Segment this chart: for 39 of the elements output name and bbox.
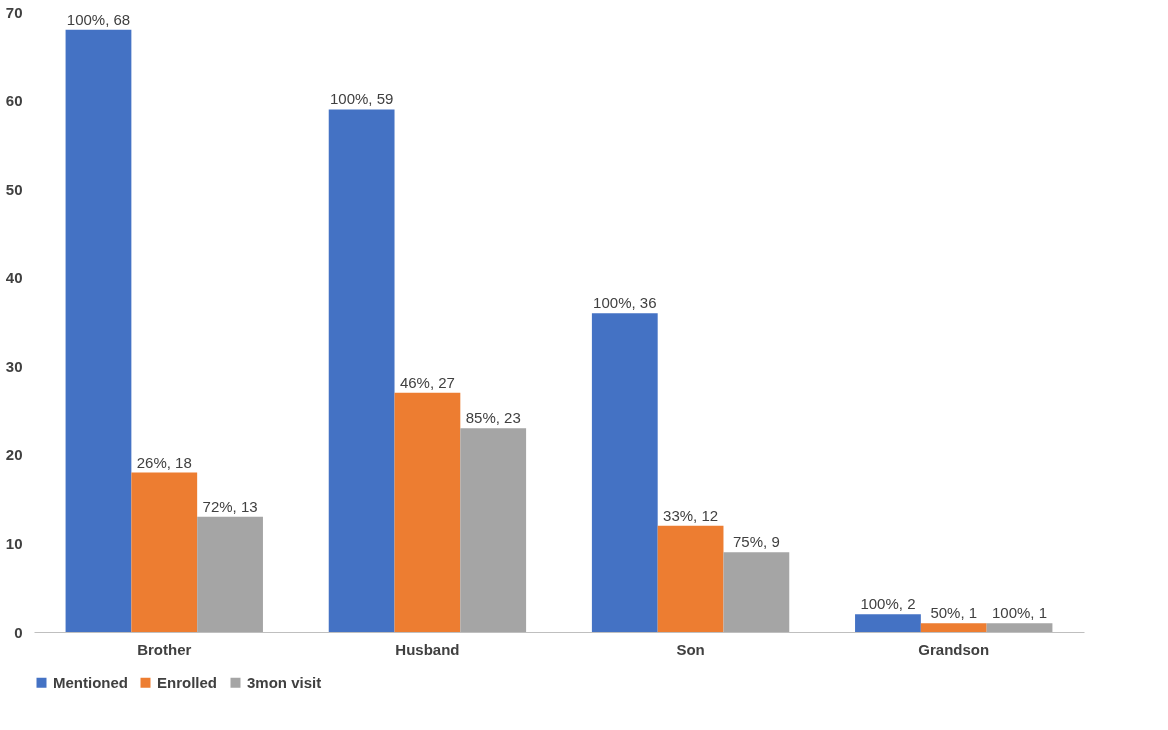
data-label: 100%, 2 bbox=[860, 595, 916, 613]
x-tick-label: Husband bbox=[395, 640, 460, 658]
legend-label: 3mon visit bbox=[247, 673, 322, 691]
data-label: 75%, 9 bbox=[733, 533, 780, 551]
data-label: 50%, 1 bbox=[930, 604, 978, 622]
data-label: 26%, 18 bbox=[136, 453, 192, 471]
bar bbox=[394, 392, 461, 632]
data-label: 100%, 59 bbox=[329, 90, 394, 108]
legend-label: Enrolled bbox=[157, 673, 218, 691]
y-tick-label: 30 bbox=[5, 357, 23, 375]
y-tick-label: 0 bbox=[14, 623, 23, 641]
bar bbox=[131, 472, 198, 632]
data-label: 72%, 13 bbox=[202, 497, 258, 515]
bar bbox=[328, 109, 395, 632]
data-label: 33%, 12 bbox=[663, 506, 719, 524]
legend-label: Mentioned bbox=[53, 673, 128, 691]
data-label: 46%, 27 bbox=[399, 373, 455, 391]
bar bbox=[197, 516, 263, 632]
data-label: 100%, 1 bbox=[992, 604, 1048, 622]
bar bbox=[65, 29, 132, 632]
x-tick-label: Grandson bbox=[918, 640, 990, 658]
data-label: 100%, 68 bbox=[66, 10, 131, 28]
data-label: 85%, 23 bbox=[465, 409, 521, 427]
x-tick-label: Son bbox=[676, 640, 705, 658]
bar bbox=[723, 552, 790, 632]
y-tick-label: 40 bbox=[5, 269, 23, 287]
bar bbox=[855, 614, 921, 632]
bar bbox=[591, 313, 658, 632]
y-tick-label: 70 bbox=[5, 3, 23, 21]
y-tick-label: 20 bbox=[5, 446, 23, 464]
y-tick-label: 50 bbox=[5, 180, 23, 198]
y-tick-label: 60 bbox=[5, 92, 23, 110]
y-tick-label: 10 bbox=[5, 534, 23, 552]
bar bbox=[460, 428, 527, 632]
bar bbox=[920, 623, 987, 632]
data-label: 100%, 36 bbox=[593, 294, 657, 312]
bar bbox=[986, 623, 1053, 632]
x-tick-label: Brother bbox=[137, 640, 192, 658]
bar bbox=[657, 525, 724, 632]
